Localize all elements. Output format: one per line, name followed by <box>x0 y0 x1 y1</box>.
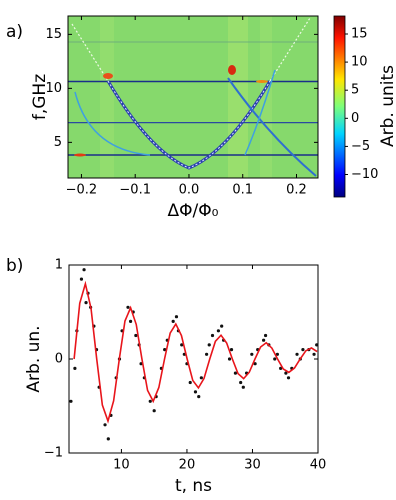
data-point <box>315 343 319 347</box>
colorbar-tick-label: −5 <box>351 139 370 154</box>
x-tick-label: 40 <box>310 458 327 473</box>
x-tick-label: 0.2 <box>286 183 307 198</box>
data-point <box>163 348 167 352</box>
data-point <box>171 319 175 323</box>
data-point <box>312 352 316 356</box>
data-point <box>188 380 192 385</box>
x-tick-label: 30 <box>244 458 261 473</box>
plot-frame <box>67 15 319 179</box>
data-point <box>284 371 288 375</box>
y-tick-label: 10 <box>45 81 62 96</box>
data-point <box>295 352 299 356</box>
data-point <box>253 362 257 366</box>
data-point <box>229 348 234 352</box>
data-point <box>239 380 243 385</box>
data-point <box>220 324 224 328</box>
data-point <box>84 301 88 305</box>
data-point <box>286 376 291 380</box>
colorbar-tick-label: 0 <box>351 111 359 126</box>
data-point <box>205 352 209 356</box>
data-point <box>103 423 107 427</box>
data-point <box>126 305 130 309</box>
data-point <box>227 357 232 361</box>
data-point <box>233 371 238 375</box>
colorbar-tick-label: 5 <box>351 83 359 98</box>
x-tick-label: 20 <box>179 458 196 473</box>
fit-line <box>73 280 318 424</box>
colorbar-frame <box>333 15 346 198</box>
data-point <box>275 352 279 356</box>
data-point <box>180 343 184 347</box>
y-axis-label: Arb. un. <box>24 325 44 392</box>
y-tick-label: 1 <box>55 258 63 273</box>
x-tick-label: 10 <box>113 458 130 473</box>
data-point <box>216 329 220 333</box>
colorbar-label: Arb. units <box>378 65 396 147</box>
data-point <box>79 277 84 281</box>
y-tick-label: −1 <box>44 446 63 461</box>
data-point <box>106 437 110 441</box>
data-point <box>174 315 179 319</box>
data-point <box>197 395 201 399</box>
panel-label: b) <box>6 256 23 276</box>
data-point <box>199 376 203 380</box>
data-point <box>301 348 305 352</box>
data-point <box>193 390 198 394</box>
data-point <box>262 338 266 342</box>
data-point <box>128 319 133 323</box>
colorbar-tick-label: −10 <box>351 167 378 182</box>
y-tick-label: 15 <box>45 27 62 42</box>
x-tick-label: −0.2 <box>66 183 98 198</box>
x-tick-label: 0.1 <box>232 183 253 198</box>
data-point <box>241 385 245 389</box>
data-point <box>73 366 77 370</box>
heatmap-image <box>68 16 318 178</box>
y-tick-label: 0 <box>55 352 63 367</box>
data-point <box>279 366 283 370</box>
data-point <box>273 357 277 361</box>
data-point <box>82 268 86 272</box>
y-tick-label: 5 <box>54 135 62 150</box>
x-tick-label: −0.1 <box>119 183 151 198</box>
data-point <box>152 409 156 413</box>
data-point <box>148 399 152 403</box>
x-axis-label: ΔΦ/Φ₀ <box>168 201 219 221</box>
panel-label: a) <box>6 22 23 42</box>
data-point <box>250 352 254 356</box>
colorbar <box>334 16 345 197</box>
x-tick-label: 0.0 <box>179 183 200 198</box>
data-point <box>134 333 138 338</box>
data-point <box>210 333 215 338</box>
y-axis-label: f,GHz <box>30 74 50 120</box>
data-point <box>263 333 268 338</box>
colorbar-tick-label: 10 <box>351 55 368 70</box>
x-axis-label: t, ns <box>175 476 212 496</box>
colorbar-tick-label: 15 <box>351 26 368 41</box>
data-point <box>69 399 73 403</box>
data-point <box>207 343 211 347</box>
